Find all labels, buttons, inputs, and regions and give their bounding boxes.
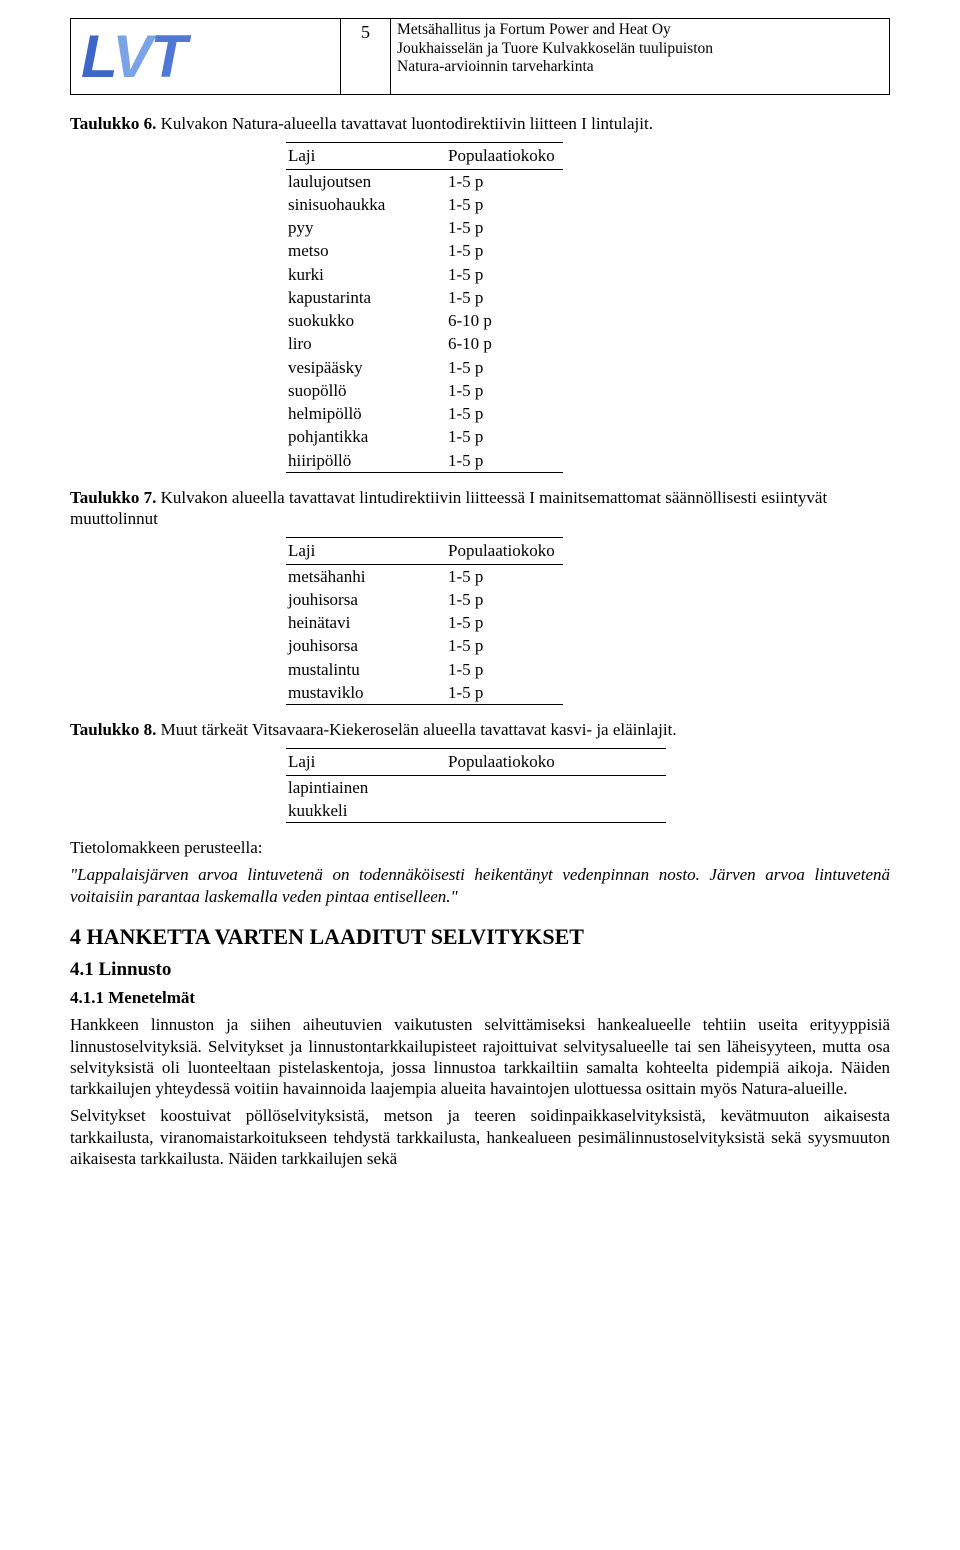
logo-letter-t: T [150, 23, 185, 90]
cell-pop: 1-5 p [446, 658, 563, 681]
table-row: metso1-5 p [286, 239, 563, 262]
logo-cell: LVT [71, 19, 341, 95]
cell-laji: liro [286, 332, 446, 355]
tietolomake-label: Tietolomakkeen perusteella: [70, 837, 890, 858]
table-header-laji: Laji [286, 749, 446, 775]
cell-pop: 1-5 p [446, 286, 563, 309]
logo-letter-l: L [81, 23, 112, 90]
logo: LVT [71, 19, 340, 94]
cell-laji: hiiripöllö [286, 449, 446, 473]
page-header: LVT 5 Metsähallitus ja Fortum Power and … [70, 18, 890, 95]
quote-text: "Lappalaisjärven arvoa lintuvetenä on to… [70, 864, 890, 907]
cell-laji: kapustarinta [286, 286, 446, 309]
cell-pop: 1-5 p [446, 564, 563, 588]
cell-laji: kuukkeli [286, 799, 446, 823]
table-header-laji: Laji [286, 143, 446, 169]
cell-pop: 1-5 p [446, 216, 563, 239]
cell-laji: pohjantikka [286, 425, 446, 448]
table-row: hiiripöllö1-5 p [286, 449, 563, 473]
table7-body: metsähanhi1-5 pjouhisorsa1-5 pheinätavi1… [286, 564, 563, 705]
cell-pop: 1-5 p [446, 239, 563, 262]
table-row: pohjantikka1-5 p [286, 425, 563, 448]
table-row: lapintiainen [286, 775, 666, 799]
cell-pop: 6-10 p [446, 332, 563, 355]
table8: Laji Populaatiokoko lapintiainenkuukkeli [286, 748, 666, 823]
cell-laji: heinätavi [286, 611, 446, 634]
table-row: laulujoutsen1-5 p [286, 169, 563, 193]
table-row: sinisuohaukka1-5 p [286, 193, 563, 216]
cell-pop: 1-5 p [446, 356, 563, 379]
page-number: 5 [341, 19, 391, 95]
cell-pop: 1-5 p [446, 681, 563, 705]
logo-letter-v: V [112, 23, 150, 90]
subsubsection-4-1-1: 4.1.1 Menetelmät [70, 987, 890, 1008]
cell-pop: 1-5 p [446, 379, 563, 402]
cell-laji: vesipääsky [286, 356, 446, 379]
table-header-pop: Populaatiokoko [446, 749, 666, 775]
cell-pop: 1-5 p [446, 193, 563, 216]
table-row: helmipöllö1-5 p [286, 402, 563, 425]
header-info-line: Joukhaisselän ja Tuore Kulvakkoselän tuu… [397, 40, 883, 59]
cell-laji: jouhisorsa [286, 634, 446, 657]
cell-pop: 6-10 p [446, 309, 563, 332]
cell-laji: laulujoutsen [286, 169, 446, 193]
table7-caption: Taulukko 7. Kulvakon alueella tavattavat… [70, 487, 890, 530]
table-header-pop: Populaatiokoko [446, 143, 563, 169]
table-row: kurki1-5 p [286, 263, 563, 286]
cell-laji: mustalintu [286, 658, 446, 681]
table7: Laji Populaatiokoko metsähanhi1-5 pjouhi… [286, 537, 563, 705]
table-row: liro6-10 p [286, 332, 563, 355]
cell-laji: kurki [286, 263, 446, 286]
cell-laji: metso [286, 239, 446, 262]
body-paragraph-2: Selvitykset koostuivat pöllöselvityksist… [70, 1105, 890, 1169]
cell-laji: mustaviklo [286, 681, 446, 705]
table-row: jouhisorsa1-5 p [286, 588, 563, 611]
cell-pop [446, 799, 666, 823]
cell-pop: 1-5 p [446, 263, 563, 286]
cell-pop: 1-5 p [446, 169, 563, 193]
cell-pop: 1-5 p [446, 588, 563, 611]
cell-laji: jouhisorsa [286, 588, 446, 611]
cell-pop: 1-5 p [446, 449, 563, 473]
cell-pop: 1-5 p [446, 611, 563, 634]
table-row: heinätavi1-5 p [286, 611, 563, 634]
cell-pop [446, 775, 666, 799]
table-row: suokukko6-10 p [286, 309, 563, 332]
table-row: jouhisorsa1-5 p [286, 634, 563, 657]
header-info-line: Natura-arvioinnin tarveharkinta [397, 58, 883, 77]
table-row: mustalintu1-5 p [286, 658, 563, 681]
table8-caption: Taulukko 8. Muut tärkeät Vitsavaara-Kiek… [70, 719, 890, 740]
table-row: pyy1-5 p [286, 216, 563, 239]
cell-laji: suopöllö [286, 379, 446, 402]
table-row: kuukkeli [286, 799, 666, 823]
table-row: kapustarinta1-5 p [286, 286, 563, 309]
cell-pop: 1-5 p [446, 425, 563, 448]
table-header-laji: Laji [286, 538, 446, 564]
header-info-line: Metsähallitus ja Fortum Power and Heat O… [397, 21, 883, 40]
cell-laji: helmipöllö [286, 402, 446, 425]
subsection-4-1: 4.1 Linnusto [70, 958, 890, 982]
section-4-heading: 4 HANKETTA VARTEN LAADITUT SELVITYKSET [70, 923, 890, 951]
table-row: vesipääsky1-5 p [286, 356, 563, 379]
cell-laji: suokukko [286, 309, 446, 332]
table-row: suopöllö1-5 p [286, 379, 563, 402]
body-paragraph-1: Hankkeen linnuston ja siihen aiheutuvien… [70, 1014, 890, 1099]
table6-caption: Taulukko 6. Kulvakon Natura-alueella tav… [70, 113, 890, 134]
cell-pop: 1-5 p [446, 402, 563, 425]
table6-body: laulujoutsen1-5 psinisuohaukka1-5 ppyy1-… [286, 169, 563, 472]
table8-body: lapintiainenkuukkeli [286, 775, 666, 823]
cell-pop: 1-5 p [446, 634, 563, 657]
table-row: metsähanhi1-5 p [286, 564, 563, 588]
header-info: Metsähallitus ja Fortum Power and Heat O… [391, 19, 890, 95]
table-row: mustaviklo1-5 p [286, 681, 563, 705]
table6: Laji Populaatiokoko laulujoutsen1-5 psin… [286, 142, 563, 473]
cell-laji: lapintiainen [286, 775, 446, 799]
table-header-pop: Populaatiokoko [446, 538, 563, 564]
cell-laji: sinisuohaukka [286, 193, 446, 216]
cell-laji: pyy [286, 216, 446, 239]
cell-laji: metsähanhi [286, 564, 446, 588]
